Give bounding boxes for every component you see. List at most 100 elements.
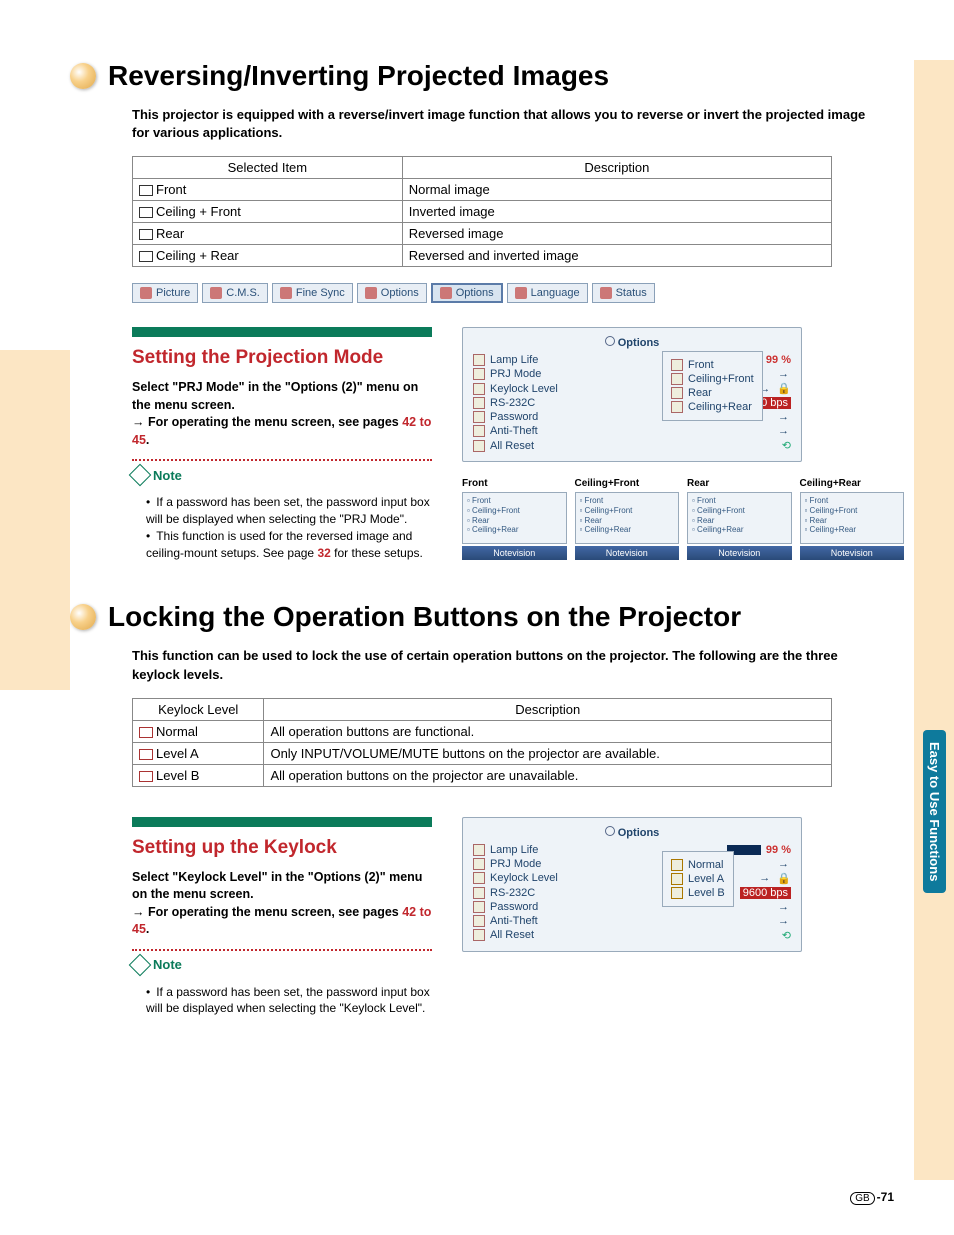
table-header: Description [402,157,831,179]
osd-row-icon [473,929,485,941]
note-heading: Note [132,957,182,973]
figure-col: Ceiling+Rear▫ Front▫ Ceiling+Front▫ Rear… [800,478,905,560]
table-row-desc: All operation buttons are functional. [264,720,832,742]
lock-icon [139,771,153,782]
osd-row: Anti-Theft [473,914,791,928]
table-header: Description [264,698,832,720]
callout-item: Ceiling+Rear [671,400,754,414]
table-row-item: Rear [133,223,403,245]
table-row-item: Level A [133,742,264,764]
osd-row-icon [473,383,485,395]
dotted-divider [132,459,432,461]
section2-intro: This function can be used to lock the us… [132,647,872,683]
callout-item: Front [671,358,754,372]
menu-item-options[interactable]: Options [431,283,503,303]
left-accent-bar [0,350,70,690]
side-tab: Easy to Use Functions [923,730,946,893]
osd-row-icon [473,425,485,437]
osd-row-icon [473,858,485,870]
green-divider [132,817,432,827]
osd-row: Lamp Life 99 % [473,843,791,857]
section1-intro: This projector is equipped with a revers… [132,106,872,142]
green-divider [132,327,432,337]
projector-mode-icon [139,185,153,196]
lock-icon [139,749,153,760]
note-item: If a password has been set, the password… [146,494,432,528]
projector-mode-icon [139,229,153,240]
osd-callout-prj-modes: Front Ceiling+Front Rear Ceiling+Rear [662,351,763,421]
menu-icon [515,287,527,299]
section2-instruction: Select "Keylock Level" in the "Options (… [132,869,432,939]
lock-icon [139,727,153,738]
menu-icon [140,287,152,299]
section1-title: Reversing/Inverting Projected Images [108,60,609,92]
section1-subtitle: Setting the Projection Mode [132,347,432,369]
figure-col: Rear▫ Front▫ Ceiling+Front▫ Rear▫ Ceilin… [687,478,792,560]
osd-row-icon [473,872,485,884]
osd-row-icon [473,887,485,899]
page-number: GB-71 [850,1190,894,1205]
note-icon [129,953,152,976]
table-row-desc: Normal image [402,179,831,201]
projection-mode-figures: Front▫ Front▫ Ceiling+Front▫ Rear▫ Ceili… [462,478,904,560]
right-accent-bar [914,60,954,1180]
note-item: If a password has been set, the password… [146,984,432,1018]
menu-icon [440,287,452,299]
menu-item-finesync[interactable]: Fine Sync [272,283,353,303]
menu-item-language[interactable]: Language [507,283,588,303]
menu-icon [600,287,612,299]
section2-subtitle: Setting up the Keylock [132,837,432,859]
callout-item: Level A [671,872,725,886]
osd-callout-keylock: Normal Level A Level B [662,851,734,907]
section1-instruction: Select "PRJ Mode" in the "Options (2)" m… [132,379,432,449]
callout-item: Rear [671,386,754,400]
table-row-item: Front [133,179,403,201]
osd-row: Anti-Theft [473,424,791,438]
menu-icon [365,287,377,299]
osd-row-icon [473,411,485,423]
table-header: Keylock Level [133,698,264,720]
table-row-item: Level B [133,764,264,786]
section2-heading: Locking the Operation Buttons on the Pro… [70,601,904,633]
callout-item: Normal [671,858,725,872]
figure-col: Front▫ Front▫ Ceiling+Front▫ Rear▫ Ceili… [462,478,567,560]
note-heading: Note [132,467,182,483]
table-row-item: Ceiling + Rear [133,245,403,267]
osd-row: All Reset⟲ [473,438,791,453]
table-row-desc: Only INPUT/VOLUME/MUTE buttons on the pr… [264,742,832,764]
menu-icon [210,287,222,299]
osd-row-icon [473,397,485,409]
section1-notes: If a password has been set, the password… [132,494,432,561]
table-row-desc: Reversed and inverted image [402,245,831,267]
dotted-divider [132,949,432,951]
heading-bullet-icon [70,604,96,630]
osd-row-icon [473,440,485,452]
table-row-desc: All operation buttons on the projector a… [264,764,832,786]
menu-icon [280,287,292,299]
osd-row: PRJ Mode [473,857,791,871]
menu-item-picture[interactable]: Picture [132,283,198,303]
note-icon [129,464,152,487]
osd-row-icon [473,901,485,913]
osd-row: All Reset⟲ [473,928,791,943]
note-item: This function is used for the reversed i… [146,528,432,562]
osd-row: RS-232C9600 bps [473,886,791,900]
projector-mode-icon [139,207,153,218]
projector-mode-icon [139,251,153,262]
menu-item-options[interactable]: Options [357,283,427,303]
menu-item-cms[interactable]: C.M.S. [202,283,268,303]
keylock-table: Keylock Level Description NormalAll oper… [132,698,832,787]
callout-item: Ceiling+Front [671,372,754,386]
osd-row-icon [473,915,485,927]
menu-item-status[interactable]: Status [592,283,655,303]
table-row-desc: Inverted image [402,201,831,223]
osd-row-icon [473,844,485,856]
section2-notes: If a password has been set, the password… [132,984,432,1018]
osd-row-icon [473,354,485,366]
table-row-item: Normal [133,720,264,742]
projection-mode-table: Selected Item Description FrontNormal im… [132,156,832,267]
osd-row-icon [473,368,485,380]
figure-col: Ceiling+Front▫ Front▫ Ceiling+Front▫ Rea… [575,478,680,560]
section1-heading: Reversing/Inverting Projected Images [70,60,904,92]
osd-row: Keylock Level🔒 [473,871,791,886]
